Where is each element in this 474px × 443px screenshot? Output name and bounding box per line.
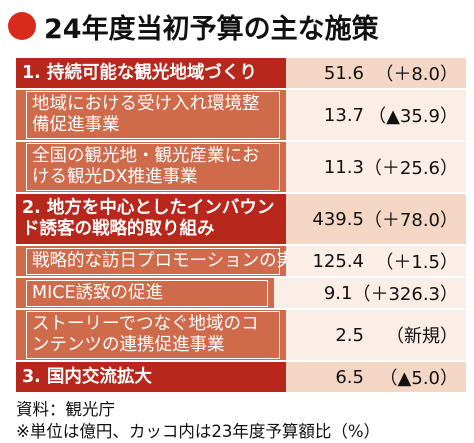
row-label: 3. 国内交流拡大 <box>16 362 286 392</box>
row-value: 125.4 <box>312 250 364 272</box>
row-label: ストーリーでつなぐ地域のコンテンツの連携促進事業 <box>26 311 280 359</box>
row-value: 51.6 <box>323 62 364 84</box>
row-value: 11.3 <box>323 156 364 178</box>
source-note: 資料：観光庁 <box>16 400 115 419</box>
table-row: 1. 持続可能な観光地域づくり 51.6 （＋8.0） <box>16 58 466 90</box>
page-title-block: 24年度当初予算の主な施策 <box>8 6 379 46</box>
row-value: 6.5 <box>335 366 364 388</box>
row-change: （＋8.0） <box>375 64 458 85</box>
row-value: 439.5 <box>312 208 364 230</box>
budget-table: 1. 持続可能な観光地域づくり 51.6 （＋8.0） 地域における受け入れ環境… <box>16 58 466 394</box>
unit-note: ※単位は億円、カッコ内は23年度予算額比（%） <box>16 422 380 441</box>
row-change: （＋25.6） <box>363 158 458 179</box>
table-row: 3. 国内交流拡大 6.5 （▲5.0） <box>16 362 466 394</box>
table-row: 2. 地方を中心としたインバウンド誘客の戦略的取り組み 439.5 （＋78.0… <box>16 194 466 246</box>
page-title: 24年度当初予算の主な施策 <box>44 13 379 45</box>
row-change: （▲35.9） <box>368 106 458 127</box>
row-value: 13.7 <box>323 104 364 126</box>
table-row: 全国の観光地・観光産業における観光DX推進事業 11.3 （＋25.6） <box>16 142 466 194</box>
row-change: （＋326.3） <box>352 284 458 305</box>
red-dot-icon <box>8 12 36 40</box>
table-row: 地域における受け入れ環境整備促進事業 13.7 （▲35.9） <box>16 90 466 142</box>
row-change: （▲5.0） <box>379 368 458 389</box>
row-label: 戦略的な訪日プロモーションの実施 <box>26 247 286 275</box>
row-value: 9.1 <box>323 282 353 304</box>
table-row: 戦略的な訪日プロモーションの実施 125.4 （＋1.5） <box>16 246 466 278</box>
row-value: 2.5 <box>335 324 364 346</box>
row-change: （＋78.0） <box>363 210 458 231</box>
row-label: 2. 地方を中心としたインバウンド誘客の戦略的取り組み <box>16 194 286 244</box>
row-change: （＋1.5） <box>375 252 458 273</box>
row-label: MICE誘致の促進 <box>26 279 269 307</box>
row-label: 全国の観光地・観光産業における観光DX推進事業 <box>26 143 280 191</box>
table-row: ストーリーでつなぐ地域のコンテンツの連携促進事業 2.5 （新規） <box>16 310 466 362</box>
row-label: 1. 持続可能な観光地域づくり <box>16 58 286 88</box>
row-change: （新規） <box>386 326 458 347</box>
table-row: MICE誘致の促進 9.1 （＋326.3） <box>16 278 466 310</box>
row-label: 地域における受け入れ環境整備促進事業 <box>26 91 280 139</box>
